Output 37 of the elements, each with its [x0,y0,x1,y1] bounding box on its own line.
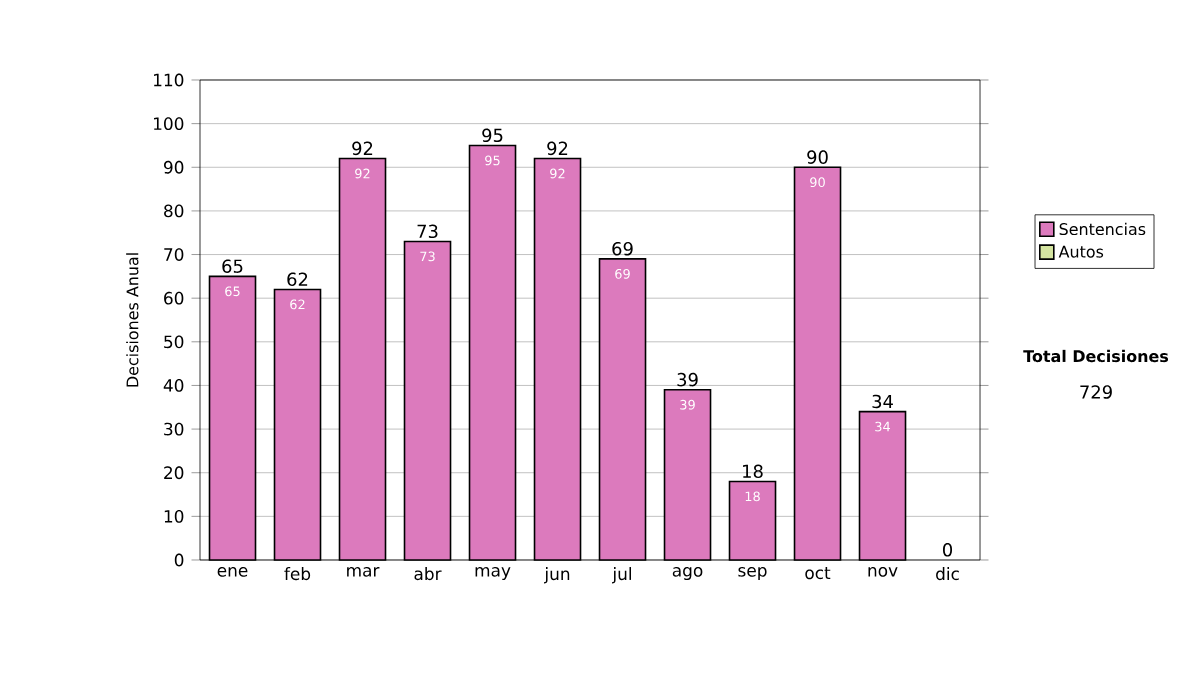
y-tick-label: 100 [154,117,184,131]
x-tick-label: oct [805,567,831,580]
x-tick-label: jul [612,567,632,584]
text: 729 [1080,385,1112,399]
y-tick-label: 70 [164,248,184,261]
x-tick-label: feb [284,567,311,581]
total-label: 95 [482,128,503,143]
y-tick-label: 50 [164,335,184,349]
x-tick-label: jun [544,567,570,584]
x-tick-label: abr [414,567,442,581]
total-label: 39 [677,372,698,387]
total-label: 73 [417,224,438,239]
total-label: 92 [547,141,568,156]
total-label: 34 [872,394,893,409]
x-tick-label: may [475,567,511,581]
total-label: 69 [612,241,633,256]
total-label: 65 [222,259,243,273]
total-label: 62 [287,272,308,287]
total-label: 90 [807,150,828,164]
y-tick-label: 40 [163,379,184,392]
x-tick-label: mar [347,567,380,577]
x-tick-label: nov [868,567,898,577]
x-tick-label: dic [936,567,959,581]
x-tick-label: sep [738,567,767,581]
y-tick-label: 20 [164,466,184,480]
y-tick-label: 30 [164,422,184,436]
y-tick-label: 60 [164,291,184,305]
y-tick-label: 90 [163,160,184,174]
y-tick-label: 10 [164,509,184,523]
total-label: 0 [943,543,953,557]
y-tick-label: 0 [174,553,184,567]
x-tick-label: ene [217,567,248,577]
total-label: 18 [743,464,763,479]
total-label: 92 [352,141,373,156]
y-tick-label: 80 [164,204,184,218]
x-tick-label: ago [672,567,703,581]
y-tick-label: 110 [154,73,184,87]
